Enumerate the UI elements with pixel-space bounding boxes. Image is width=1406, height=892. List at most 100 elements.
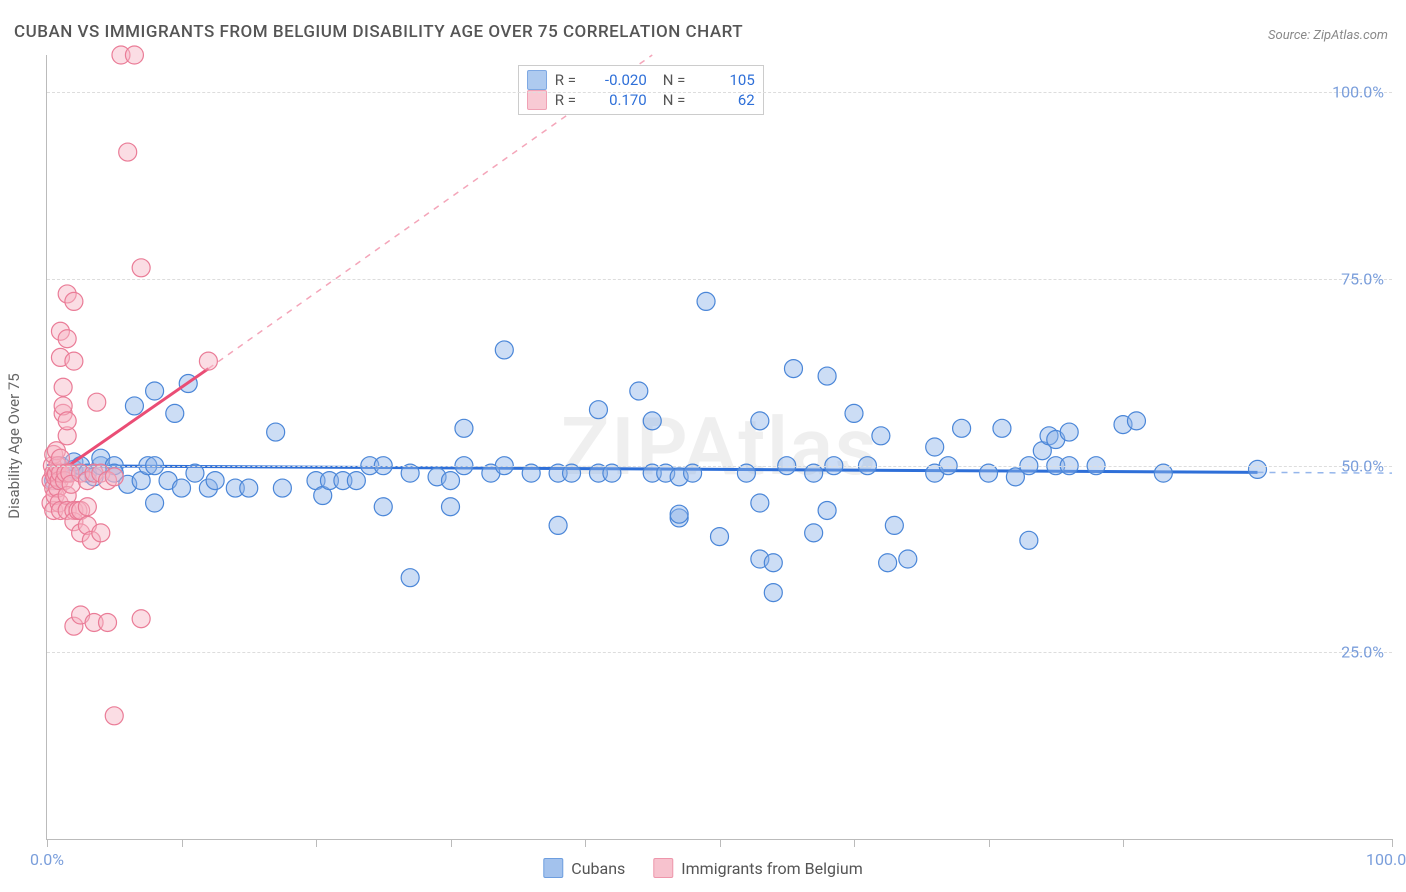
stats-legend: R =-0.020N =105R =0.170N =62 — [518, 65, 764, 115]
data-point — [1249, 460, 1267, 478]
stat-value: -0.020 — [595, 71, 647, 89]
x-tick — [989, 839, 990, 847]
data-point — [99, 613, 117, 631]
data-point — [563, 464, 581, 482]
data-point — [1154, 464, 1172, 482]
data-point — [442, 472, 460, 490]
data-point — [54, 378, 72, 396]
swatch-icon — [543, 858, 563, 878]
data-point — [92, 524, 110, 542]
swatch-icon — [653, 858, 673, 878]
data-point — [105, 707, 123, 725]
data-point — [240, 479, 258, 497]
stat-label: N = — [663, 71, 695, 89]
data-point — [603, 464, 621, 482]
data-point — [784, 360, 802, 378]
data-point — [549, 516, 567, 534]
data-point — [764, 554, 782, 572]
data-point — [670, 505, 688, 523]
data-point — [105, 468, 123, 486]
data-point — [953, 419, 971, 437]
data-point — [132, 259, 150, 277]
stat-value: 105 — [703, 71, 755, 89]
data-point — [65, 292, 83, 310]
gridline — [47, 652, 1392, 653]
gridline — [47, 92, 1392, 93]
y-tick-label: 50.0% — [1341, 456, 1384, 475]
data-point — [132, 610, 150, 628]
x-tick — [854, 839, 855, 847]
x-tick — [1123, 839, 1124, 847]
data-point — [401, 464, 419, 482]
data-point — [711, 528, 729, 546]
stats-row: R =-0.020N =105 — [527, 70, 755, 90]
data-point — [885, 516, 903, 534]
data-point — [146, 382, 164, 400]
data-point — [267, 423, 285, 441]
x-tick — [182, 839, 183, 847]
data-point — [872, 427, 890, 445]
data-point — [926, 438, 944, 456]
data-point — [88, 393, 106, 411]
data-point — [899, 550, 917, 568]
data-point — [125, 46, 143, 64]
stat-value: 0.170 — [595, 91, 647, 109]
x-tick-label: 0.0% — [30, 850, 64, 869]
data-point — [805, 464, 823, 482]
legend-item: Cubans — [543, 858, 625, 878]
data-point — [374, 498, 392, 516]
gridline — [47, 279, 1392, 280]
plot-area: ZIPAtlas R =-0.020N =105R =0.170N =62 25… — [46, 55, 1392, 840]
data-point — [845, 404, 863, 422]
data-point — [58, 412, 76, 430]
data-point — [125, 397, 143, 415]
data-point — [697, 292, 715, 310]
series-legend: Cubans Immigrants from Belgium — [543, 858, 862, 878]
data-point — [119, 143, 137, 161]
data-point — [879, 554, 897, 572]
data-point — [173, 479, 191, 497]
data-point — [818, 367, 836, 385]
data-point — [65, 352, 83, 370]
data-point — [199, 352, 217, 370]
data-point — [643, 412, 661, 430]
y-tick-label: 25.0% — [1341, 643, 1384, 662]
data-point — [737, 464, 755, 482]
data-point — [455, 419, 473, 437]
data-point — [58, 330, 76, 348]
data-point — [980, 464, 998, 482]
source-label: Source: ZipAtlas.com — [1268, 28, 1388, 43]
x-tick — [720, 839, 721, 847]
data-point — [1020, 531, 1038, 549]
data-point — [273, 479, 291, 497]
y-tick-label: 75.0% — [1341, 270, 1384, 289]
swatch-icon — [527, 70, 547, 90]
data-point — [764, 584, 782, 602]
x-tick — [1392, 839, 1393, 847]
chart-title: CUBAN VS IMMIGRANTS FROM BELGIUM DISABIL… — [14, 22, 743, 42]
gridline — [47, 466, 1392, 467]
data-point — [684, 464, 702, 482]
y-tick-label: 100.0% — [1332, 83, 1384, 102]
legend-label: Cubans — [571, 859, 625, 878]
data-point — [993, 419, 1011, 437]
data-point — [630, 382, 648, 400]
data-point — [442, 498, 460, 516]
data-point — [347, 472, 365, 490]
data-point — [751, 494, 769, 512]
data-point — [589, 401, 607, 419]
x-tick — [585, 839, 586, 847]
y-axis-label: Disability Age Over 75 — [5, 373, 23, 518]
data-point — [166, 404, 184, 422]
x-tick-label: 100.0% — [1366, 850, 1406, 869]
stat-label: R = — [555, 91, 587, 109]
data-point — [78, 498, 96, 516]
legend-label: Immigrants from Belgium — [681, 859, 862, 878]
legend-item: Immigrants from Belgium — [653, 858, 862, 878]
stat-label: N = — [663, 91, 695, 109]
x-tick — [47, 839, 48, 847]
data-point — [495, 341, 513, 359]
stat-value: 62 — [703, 91, 755, 109]
data-point — [1127, 412, 1145, 430]
data-point — [1060, 423, 1078, 441]
